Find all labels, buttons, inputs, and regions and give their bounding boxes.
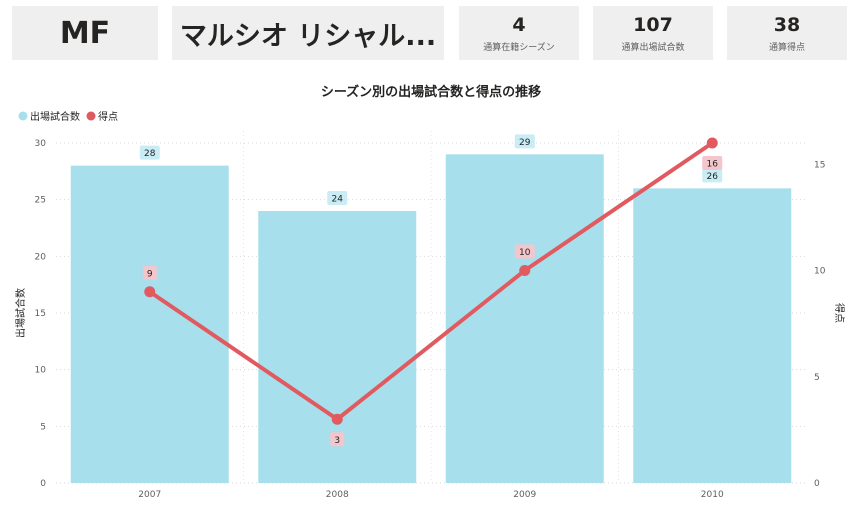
goals-point: [519, 265, 531, 276]
y-tick-label: 5: [40, 422, 46, 432]
bar-value-label: 26: [707, 172, 719, 182]
goals-point: [706, 137, 718, 149]
plot-area: 0 5 10 15 20 25 30 0 5 10 15 2007 2008 2009 2010 28 24 29…: [35, 131, 826, 500]
y2-tick-label: 0: [814, 479, 820, 489]
x-tick-label: 2007: [138, 490, 161, 500]
player-name-card: マルシオ リシャル...: [172, 6, 444, 60]
bar: [633, 188, 792, 484]
matches-card: 107 通算出場試合数: [593, 6, 713, 60]
goals-label: 通算得点: [768, 43, 805, 53]
goal-value-label-bg: [702, 156, 723, 170]
y-tick-label: 30: [35, 139, 47, 149]
y2-axis-title: 得点: [833, 303, 845, 323]
bar-value-label: 28: [144, 149, 156, 159]
chart-title: シーズン別の出場試合数と得点の推移: [321, 84, 541, 100]
player-name: マルシオ リシャル...: [179, 20, 437, 52]
legend-line-label[interactable]: 得点: [98, 111, 118, 123]
y-tick-label: 15: [35, 309, 46, 319]
position-card: MF: [12, 6, 158, 60]
goals-point: [144, 286, 156, 298]
goal-value-label: 10: [519, 248, 531, 258]
seasons-value: 4: [512, 14, 526, 36]
goals-point: [331, 413, 343, 425]
seasons-label: 通算在籍シーズン: [483, 43, 555, 53]
goal-value-label: 3: [334, 436, 340, 446]
y2-tick-label: 15: [814, 160, 825, 170]
goal-value-label-bg: [514, 244, 535, 259]
goal-value-label-bg: [330, 432, 345, 447]
bar-value-label-bg: [327, 191, 348, 205]
goal-value-label: 9: [147, 269, 153, 279]
y-tick-label: 20: [35, 252, 47, 262]
legend-line-marker: [86, 111, 96, 121]
bar-value-label-bg: [139, 145, 160, 160]
position-value: MF: [59, 15, 111, 51]
goals-line: [148, 141, 714, 422]
y-axis-title: 出場試合数: [14, 288, 27, 338]
bar-value-label-bg: [702, 168, 723, 183]
y-tick-label: 0: [40, 479, 46, 489]
bar: [445, 154, 604, 484]
matches-label: 通算出場試合数: [621, 43, 685, 53]
x-tick-label: 2008: [326, 490, 349, 500]
y-tick-label: 10: [35, 366, 47, 376]
goals-card: 38 通算得点: [727, 6, 847, 60]
bar-value-label-bg: [514, 134, 535, 149]
legend-bar-marker: [18, 111, 28, 121]
goal-value-label-bg: [142, 265, 157, 280]
bar-value-label: 24: [332, 195, 344, 205]
y2-tick-label: 5: [814, 373, 820, 383]
legend-bar-label[interactable]: 出場試合数: [30, 110, 80, 123]
bar-value-label: 29: [519, 138, 531, 148]
x-tick-label: 2010: [701, 490, 724, 500]
seasons-card: 4 通算在籍シーズン: [459, 6, 579, 60]
x-tick-label: 2009: [513, 490, 536, 500]
y-tick-label: 25: [35, 196, 46, 206]
goal-value-label: 16: [707, 160, 719, 170]
goals-value: 38: [773, 14, 801, 36]
bar: [70, 165, 229, 483]
matches-value: 107: [633, 14, 673, 36]
y2-tick-label: 10: [814, 267, 826, 277]
